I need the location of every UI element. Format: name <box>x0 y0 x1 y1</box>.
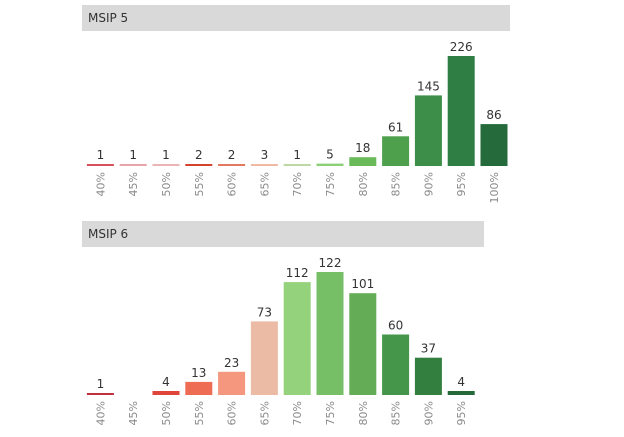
chart2-value-label-85%: 60 <box>388 319 403 333</box>
chart1-value-label-80%: 18 <box>355 141 370 155</box>
chart2-bar-70% <box>283 282 311 395</box>
chart1-bar-50% <box>152 164 180 166</box>
chart2-tick-label-80%: 80% <box>357 401 370 425</box>
chart1-value-label-100%: 86 <box>486 108 501 122</box>
chart1-value-label-50%: 1 <box>162 148 170 162</box>
chart1-value-label-45%: 1 <box>129 148 137 162</box>
chart1-bar-80% <box>349 157 377 166</box>
chart2-tick-label-40%: 40% <box>94 401 107 425</box>
chart2-value-label-70%: 112 <box>286 266 309 280</box>
chart2-bar-60% <box>218 371 246 395</box>
chart2-bar-75% <box>316 272 344 395</box>
chart2-value-label-95%: 4 <box>457 375 465 389</box>
chart2-tick-label-45%: 45% <box>127 401 140 425</box>
chart1-tick-label-95%: 95% <box>455 172 468 196</box>
chart1-bar-65% <box>250 164 278 166</box>
chart1-tick-label-55%: 55% <box>193 172 206 196</box>
chart1-bar-45% <box>119 164 147 166</box>
chart2-tick-label-95%: 95% <box>455 401 468 425</box>
chart1-value-label-90%: 145 <box>417 79 440 93</box>
chart2-value-label-60%: 23 <box>224 356 239 370</box>
chart2-tick-label-85%: 85% <box>390 401 403 425</box>
chart1-tick-label-50%: 50% <box>160 172 173 196</box>
chart1-value-label-60%: 2 <box>228 148 236 162</box>
chart1-tick-label-40%: 40% <box>94 172 107 196</box>
chart2-value-label-55%: 13 <box>191 366 206 380</box>
chart1-value-label-65%: 3 <box>261 148 269 162</box>
chart2-tick-label-75%: 75% <box>324 401 337 425</box>
chart1-tick-label-80%: 80% <box>357 172 370 196</box>
chart1-tick-label-75%: 75% <box>324 172 337 196</box>
chart1-bar-55% <box>185 164 213 166</box>
chart2-tick-label-50%: 50% <box>160 401 173 425</box>
chart2-title: MSIP 6 <box>82 221 484 247</box>
chart2-value-label-75%: 122 <box>319 256 342 270</box>
chart2-bar-50% <box>152 391 180 395</box>
chart2-bar-40% <box>86 393 114 395</box>
chart2-bar-80% <box>349 293 377 395</box>
chart1-value-label-70%: 1 <box>293 148 301 162</box>
chart1-bar-70% <box>283 164 311 166</box>
chart2-bar-85% <box>382 334 410 395</box>
chart1-bar-40% <box>86 164 114 166</box>
chart2-bar-55% <box>185 381 213 395</box>
chart2-tick-label-60%: 60% <box>226 401 239 425</box>
chart1-tick-label-70%: 70% <box>291 172 304 196</box>
chart1-tick-label-45%: 45% <box>127 172 140 196</box>
chart1-value-label-75%: 5 <box>326 148 334 162</box>
chart1-tick-label-85%: 85% <box>390 172 403 196</box>
chart1-tick-label-100%: 100% <box>488 172 501 203</box>
chart1-value-label-55%: 2 <box>195 148 203 162</box>
chart2-tick-label-55%: 55% <box>193 401 206 425</box>
chart2-value-label-50%: 4 <box>162 375 170 389</box>
chart2-value-label-90%: 37 <box>421 342 436 356</box>
chart1-value-label-40%: 1 <box>97 148 105 162</box>
chart1-bar-100% <box>480 124 508 166</box>
chart2-value-label-65%: 73 <box>257 305 272 319</box>
chart1-value-label-95%: 226 <box>450 40 473 54</box>
chart2-value-label-40%: 1 <box>97 377 105 391</box>
chart1-bar-90% <box>414 95 442 166</box>
chart1-bar-75% <box>316 163 344 166</box>
chart1-bar-95% <box>447 56 475 166</box>
chart2-bar-90% <box>414 357 442 395</box>
chart2-tick-label-70%: 70% <box>291 401 304 425</box>
chart1-bar-85% <box>382 136 410 166</box>
chart1-tick-label-65%: 65% <box>258 172 271 196</box>
chart1-value-label-85%: 61 <box>388 120 403 134</box>
chart2-bar-95% <box>447 391 475 395</box>
chart2-tick-label-65%: 65% <box>258 401 271 425</box>
chart1-tick-label-90%: 90% <box>422 172 435 196</box>
chart1-tick-label-60%: 60% <box>226 172 239 196</box>
chart1-title: MSIP 5 <box>82 5 510 31</box>
chart1-bar-60% <box>218 164 246 166</box>
chart2-tick-label-90%: 90% <box>422 401 435 425</box>
chart2-bar-65% <box>250 321 278 395</box>
chart2-value-label-80%: 101 <box>351 277 374 291</box>
